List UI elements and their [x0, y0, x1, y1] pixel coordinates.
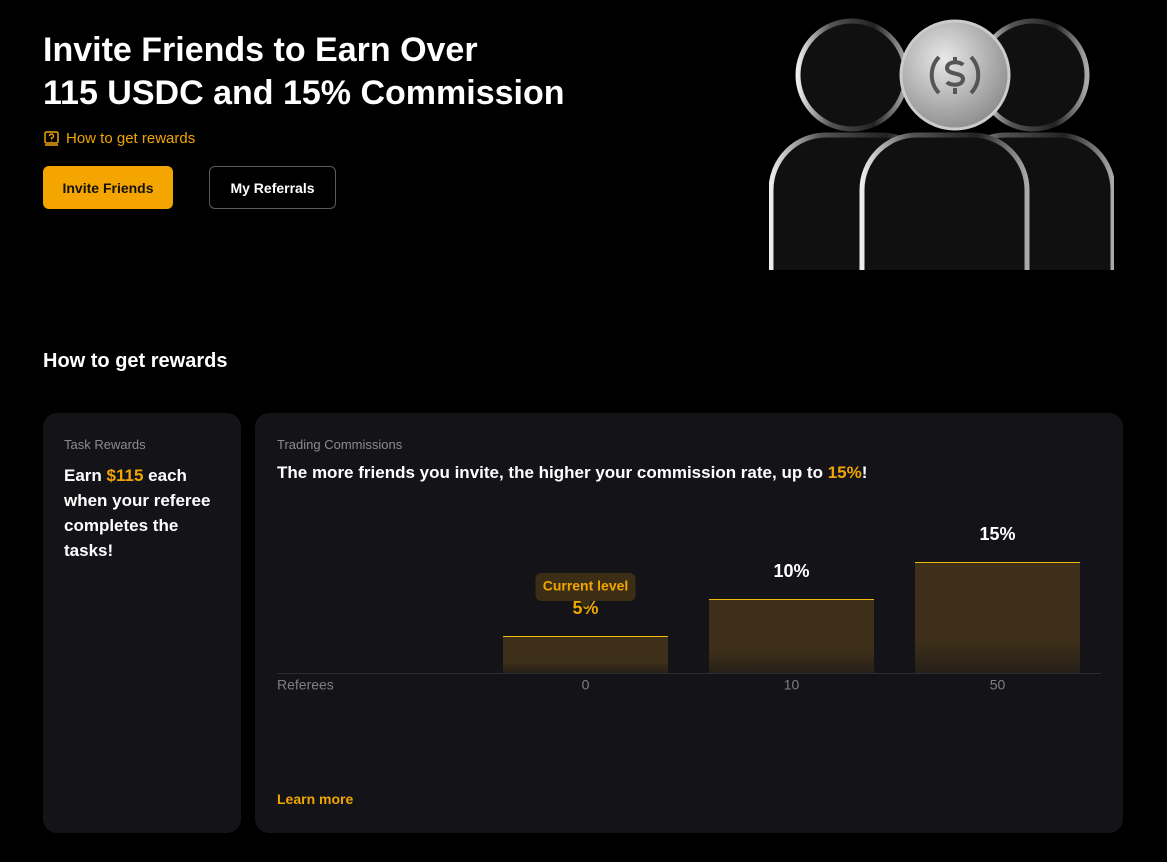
- headline: The more friends you invite, the higher …: [277, 463, 867, 483]
- bar: [709, 599, 874, 673]
- how-link[interactable]: How to get rewards: [44, 130, 195, 147]
- title-line: 115 USDC and 15% Commission: [43, 74, 565, 112]
- x-tick-label: 10: [784, 677, 800, 693]
- card-label: Trading Commissions: [277, 437, 403, 452]
- task-card: Task Rewards Earn $115 each when your re…: [43, 413, 241, 833]
- value-label: 10%: [773, 561, 809, 581]
- commission-card: Trading Commissions The more friends you…: [255, 413, 1123, 833]
- commission-chart: Referees 5% 0 Current level 10% 10 15% 50: [277, 524, 1101, 693]
- x-tick-label: 0: [582, 677, 590, 693]
- hero-image: [769, 18, 1114, 270]
- invite-button[interactable]: Invite Friends: [43, 166, 173, 209]
- task-text: Earn $115 each when your referee complet…: [64, 463, 229, 563]
- amount: $115: [106, 466, 144, 485]
- learn-more[interactable]: Learn more: [277, 791, 354, 807]
- badge: [535, 573, 636, 601]
- text: Earn: [64, 466, 102, 485]
- bar: [503, 636, 668, 673]
- text: each when your referee completes the tas…: [64, 466, 211, 560]
- bar: [915, 562, 1080, 673]
- section-title: How to get rewards: [43, 350, 228, 372]
- referrals-button[interactable]: My Referrals: [209, 166, 336, 209]
- help-icon: [44, 131, 59, 146]
- link-text: How to get rewards: [66, 130, 196, 147]
- hero-title: Invite Friends to Earn Over 115 USDC and…: [43, 29, 565, 115]
- highlight: 15%: [827, 463, 862, 482]
- value-label: 15%: [979, 524, 1015, 544]
- text: The more friends you invite, the higher …: [277, 463, 823, 482]
- x-tick-label: 50: [990, 677, 1006, 693]
- text: !: [861, 463, 868, 482]
- card-label: Task Rewards: [64, 437, 146, 452]
- value-label: 5%: [572, 598, 598, 618]
- x-axis-label: Referees: [277, 677, 334, 693]
- annotation: Current level: [543, 578, 629, 594]
- title-line: Invite Friends to Earn Over: [43, 31, 478, 69]
